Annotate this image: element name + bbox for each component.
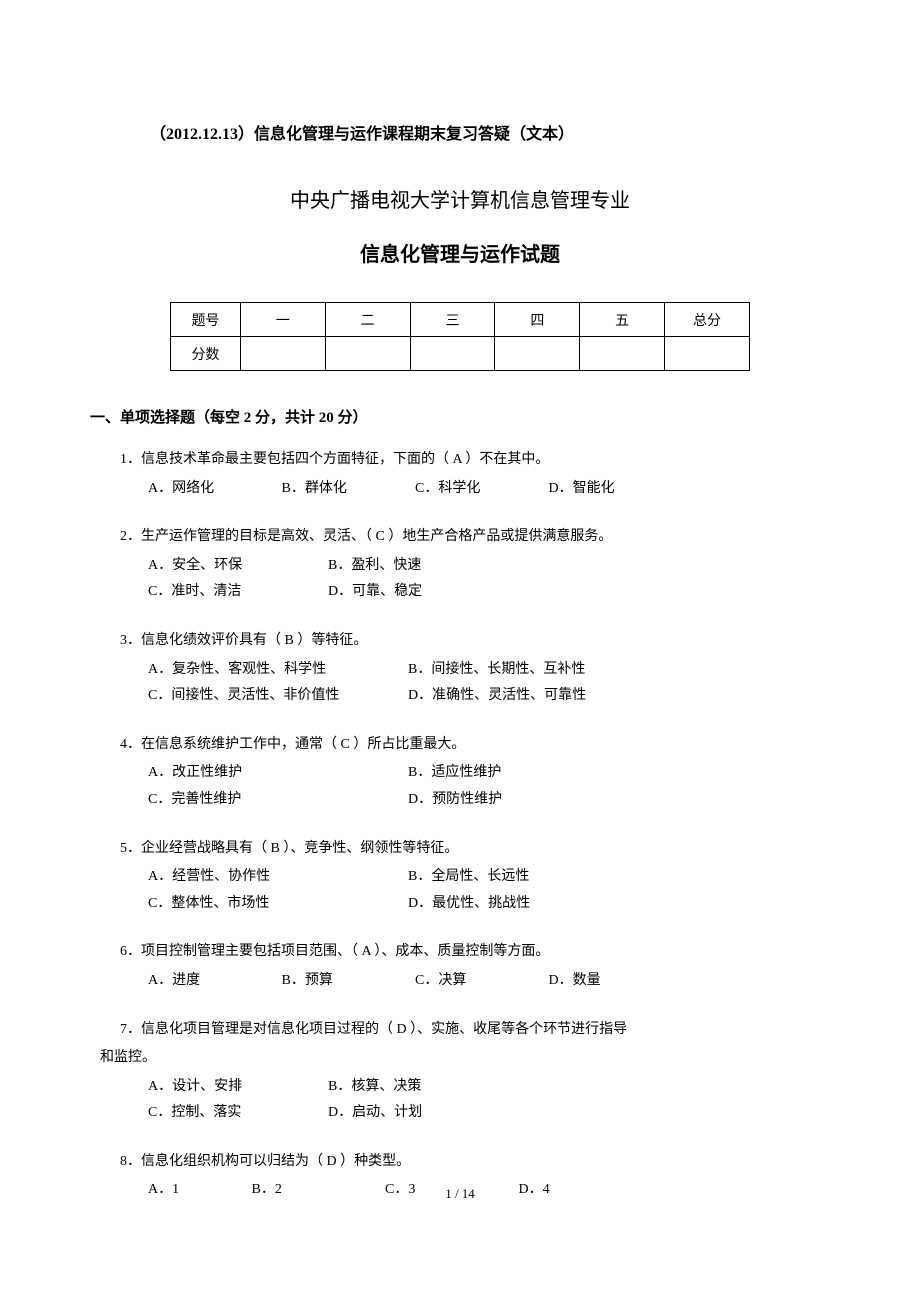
option-c: C．决算 [415, 968, 545, 995]
option-c: C．间接性、灵活性、非价值性 [148, 683, 408, 710]
table-cell [410, 337, 495, 371]
table-score-row: 分数 [171, 337, 750, 371]
table-cell [325, 337, 410, 371]
options: A．进度 B．预算 C．决算 D．数量 [120, 968, 820, 995]
options: A．改正性维护 B．适应性维护 C．完善性维护 D．预防性维护 [120, 760, 820, 813]
question-5: 5．企业经营战略具有（ B ）、竞争性、纲领性等特征。 A．经营性、协作性 B．… [120, 836, 820, 918]
question-1: 1．信息技术革命最主要包括四个方面特征，下面的（ A ）不在其中。 A．网络化 … [120, 447, 820, 502]
option-d: D．预防性维护 [408, 787, 502, 814]
question-text-line2: 和监控。 [100, 1045, 820, 1072]
option-c: C．整体性、市场性 [148, 891, 408, 918]
question-4: 4．在信息系统维护工作中，通常（ C ）所占比重最大。 A．改正性维护 B．适应… [120, 732, 820, 814]
question-2: 2．生产运作管理的目标是高效、灵活、（ C ）地生产合格产品或提供满意服务。 A… [120, 524, 820, 606]
question-text: 6．项目控制管理主要包括项目范围、（ A ）、成本、质量控制等方面。 [120, 939, 820, 966]
option-c: C．准时、清洁 [148, 579, 328, 606]
option-a: A．设计、安排 [148, 1074, 328, 1101]
question-text: 7．信息化项目管理是对信息化项目过程的（ D ）、实施、收尾等各个环节进行指导 [120, 1017, 820, 1044]
question-text: 4．在信息系统维护工作中，通常（ C ）所占比重最大。 [120, 732, 820, 759]
option-b: B．群体化 [282, 476, 412, 503]
table-cell: 五 [580, 303, 665, 337]
option-b: B．盈利、快速 [328, 553, 421, 580]
question-text: 8．信息化组织机构可以归结为（ D ）种类型。 [120, 1149, 820, 1176]
options: A．复杂性、客观性、科学性 B．间接性、长期性、互补性 C．间接性、灵活性、非价… [120, 657, 820, 710]
table-cell: 题号 [171, 303, 241, 337]
question-text: 2．生产运作管理的目标是高效、灵活、（ C ）地生产合格产品或提供满意服务。 [120, 524, 820, 551]
table-cell: 一 [240, 303, 325, 337]
options: A．设计、安排 B．核算、决策 C．控制、落实 D．启动、计划 [120, 1074, 820, 1127]
questions-container: 1．信息技术革命最主要包括四个方面特征，下面的（ A ）不在其中。 A．网络化 … [100, 447, 820, 1204]
option-d: D．准确性、灵活性、可靠性 [408, 683, 586, 710]
option-a: A．改正性维护 [148, 760, 408, 787]
table-cell [665, 337, 750, 371]
option-d: D．可靠、稳定 [328, 579, 422, 606]
table-cell [580, 337, 665, 371]
table-cell: 四 [495, 303, 580, 337]
option-b: B．间接性、长期性、互补性 [408, 657, 585, 684]
option-b: B．核算、决策 [328, 1074, 421, 1101]
table-cell: 二 [325, 303, 410, 337]
table-cell [495, 337, 580, 371]
question-text: 3．信息化绩效评价具有（ B ）等特征。 [120, 628, 820, 655]
option-c: C．完善性维护 [148, 787, 408, 814]
university-title: 中央广播电视大学计算机信息管理专业 [100, 184, 820, 213]
question-text: 5．企业经营战略具有（ B ）、竞争性、纲领性等特征。 [120, 836, 820, 863]
option-a: A．进度 [148, 968, 278, 995]
option-a: A．安全、环保 [148, 553, 328, 580]
option-c: C．控制、落实 [148, 1100, 328, 1127]
question-text: 1．信息技术革命最主要包括四个方面特征，下面的（ A ）不在其中。 [120, 447, 820, 474]
options: A．网络化 B．群体化 C．科学化 D．智能化 [120, 476, 820, 503]
table-header-row: 题号 一 二 三 四 五 总分 [171, 303, 750, 337]
option-b: B．适应性维护 [408, 760, 501, 787]
option-d: D．启动、计划 [328, 1100, 422, 1127]
table-cell [240, 337, 325, 371]
section-title: 一、单项选择题（每空 2 分，共计 20 分） [90, 406, 820, 427]
option-d: D．数量 [549, 968, 679, 995]
option-d: D．智能化 [549, 476, 679, 503]
option-a: A．网络化 [148, 476, 278, 503]
table-cell: 分数 [171, 337, 241, 371]
option-d: D．最优性、挑战性 [408, 891, 530, 918]
table-cell: 三 [410, 303, 495, 337]
page-number: 1 / 14 [100, 1186, 820, 1202]
option-a: A．经营性、协作性 [148, 864, 408, 891]
score-table: 题号 一 二 三 四 五 总分 分数 [170, 302, 750, 371]
option-a: A．复杂性、客观性、科学性 [148, 657, 408, 684]
table-cell: 总分 [665, 303, 750, 337]
document-header: （2012.12.13）信息化管理与运作课程期末复习答疑（文本） [100, 120, 820, 144]
question-7: 7．信息化项目管理是对信息化项目过程的（ D ）、实施、收尾等各个环节进行指导 … [120, 1017, 820, 1127]
question-3: 3．信息化绩效评价具有（ B ）等特征。 A．复杂性、客观性、科学性 B．间接性… [120, 628, 820, 710]
question-6: 6．项目控制管理主要包括项目范围、（ A ）、成本、质量控制等方面。 A．进度 … [120, 939, 820, 994]
option-b: B．预算 [282, 968, 412, 995]
options: A．安全、环保 B．盈利、快速 C．准时、清洁 D．可靠、稳定 [120, 553, 820, 606]
options: A．经营性、协作性 B．全局性、长远性 C．整体性、市场性 D．最优性、挑战性 [120, 864, 820, 917]
option-c: C．科学化 [415, 476, 545, 503]
option-b: B．全局性、长远性 [408, 864, 529, 891]
exam-title: 信息化管理与运作试题 [100, 238, 820, 267]
